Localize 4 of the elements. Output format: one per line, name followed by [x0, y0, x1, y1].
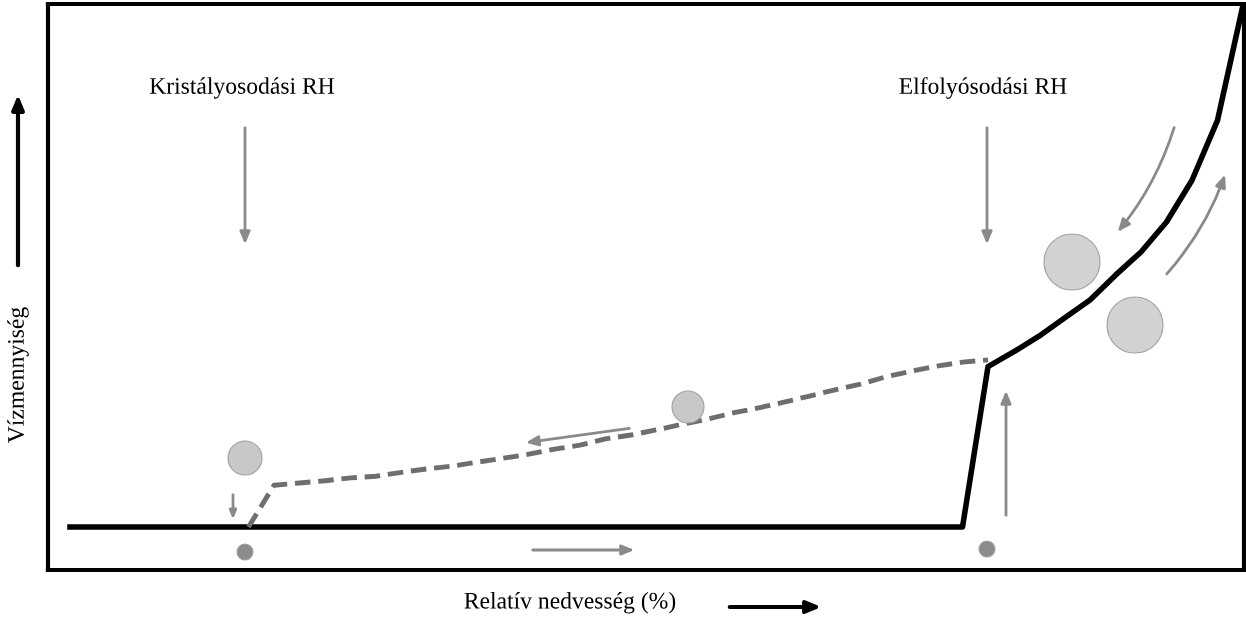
y-axis-title: Vízmennyiség [7, 307, 29, 443]
x-axis-title: Relatív nedvesség (%) [464, 592, 676, 614]
annotation: Elfolyósodási RH [899, 77, 1067, 99]
annotation: Kristályosodási RH [149, 77, 335, 99]
